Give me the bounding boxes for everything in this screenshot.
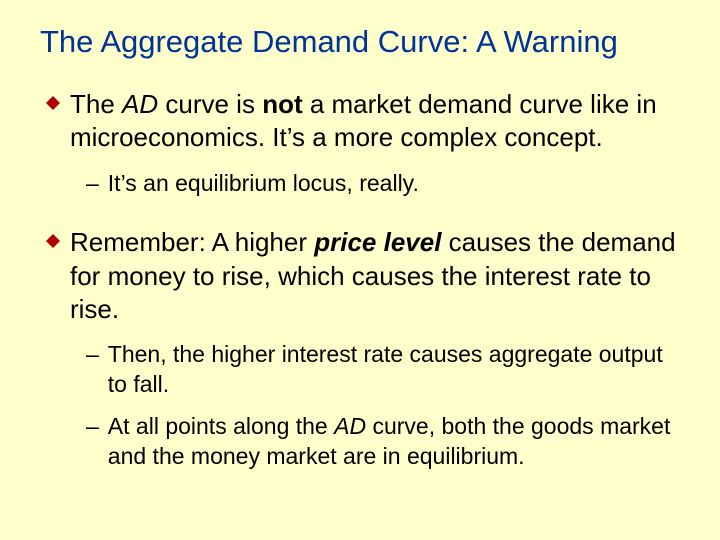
diamond-icon <box>46 234 60 248</box>
slide: The Aggregate Demand Curve: A Warning Th… <box>0 0 720 540</box>
bullet-1-text: The AD curve is not a market demand curv… <box>70 88 680 155</box>
bullet-1-sub-1: – It’s an equilibrium locus, really. <box>40 169 680 199</box>
bullet-2-sub-2-text: At all points along the AD curve, both t… <box>108 412 680 472</box>
bullet-2-text: Remember: A higher price level causes th… <box>70 226 680 326</box>
dash-icon: – <box>86 169 99 199</box>
slide-title: The Aggregate Demand Curve: A Warning <box>40 24 680 60</box>
dash-icon: – <box>86 412 99 442</box>
bullet-2-sub-2: – At all points along the AD curve, both… <box>40 412 680 472</box>
bullet-2-sub-1-text: Then, the higher interest rate causes ag… <box>108 340 680 400</box>
bullet-2: Remember: A higher price level causes th… <box>40 226 680 326</box>
diamond-icon <box>46 96 60 110</box>
dash-icon: – <box>86 340 99 370</box>
spacer <box>40 210 680 226</box>
bullet-2-sub-1: – Then, the higher interest rate causes … <box>40 340 680 400</box>
bullet-1-sub-1-text: It’s an equilibrium locus, really. <box>108 169 419 199</box>
bullet-1: The AD curve is not a market demand curv… <box>40 88 680 155</box>
